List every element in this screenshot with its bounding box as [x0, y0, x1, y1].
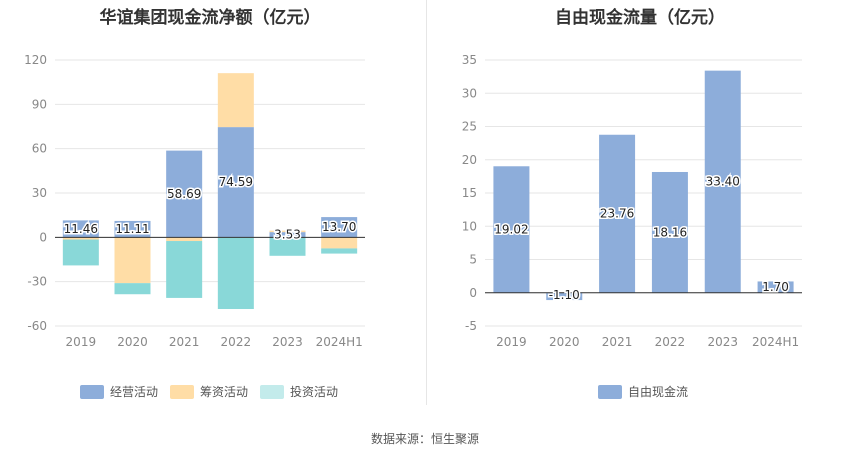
y-tick-label: 90	[32, 97, 47, 111]
legend-item-free-cash-flow[interactable]: 自由现金流	[598, 383, 688, 400]
bar-operating	[321, 217, 358, 238]
x-tick-label: 2020	[117, 335, 148, 349]
data-label: 58.69	[167, 187, 201, 201]
y-tick-label: 15	[462, 186, 477, 200]
legend-item-investing[interactable]: 投资活动	[260, 383, 338, 400]
data-label: 19.02	[494, 223, 528, 237]
bar-investing	[62, 239, 99, 266]
x-tick-label: 2019	[66, 335, 97, 349]
legend-swatch-free-cash-flow	[598, 384, 622, 399]
bar-investing	[217, 237, 254, 310]
y-tick-label: 60	[32, 142, 47, 156]
bar-operating	[269, 232, 306, 238]
x-tick-label: 2019	[496, 335, 527, 349]
bar-operating	[62, 220, 99, 238]
y-tick-label: 25	[462, 120, 477, 134]
data-label: 11.11	[115, 222, 149, 236]
data-label: 33.40	[706, 175, 740, 189]
y-tick-label: 120	[24, 53, 47, 67]
bar-operating	[217, 127, 254, 238]
legend-swatch-operating	[80, 384, 104, 399]
data-label: -1.10	[549, 288, 580, 302]
bar-financing	[114, 237, 151, 284]
y-tick-label: -5	[465, 319, 477, 333]
bar-investing	[114, 283, 151, 295]
left-chart-title: 华谊集团现金流净额（亿元）	[99, 8, 321, 28]
legend-label-operating: 经营活动	[110, 385, 159, 399]
bar-free_cash_flow	[493, 166, 530, 293]
y-tick-label: -60	[27, 319, 47, 333]
x-tick-label: 2022	[221, 335, 252, 349]
bar-free_cash_flow	[651, 171, 688, 293]
data-label: 74.59	[219, 175, 253, 189]
y-tick-label: 30	[462, 86, 477, 100]
data-label: 18.16	[653, 225, 687, 239]
right-legend: 自由现金流	[598, 383, 700, 400]
x-tick-label: 2020	[549, 335, 580, 349]
bar-free_cash_flow	[704, 70, 741, 293]
legend-swatch-investing	[260, 384, 285, 399]
bar-financing	[321, 237, 358, 249]
bar-financing	[269, 230, 306, 233]
y-tick-label: 10	[462, 219, 477, 233]
bar-investing	[321, 248, 358, 254]
data-label: 11.46	[64, 222, 98, 236]
bar-free_cash_flow	[546, 292, 583, 301]
data-label: 3.53	[274, 228, 301, 242]
y-tick-label: 0	[469, 286, 477, 300]
x-tick-label: 2021	[169, 335, 200, 349]
legend-label-financing: 筹资活动	[200, 385, 249, 399]
x-tick-label: 2024H1	[752, 335, 799, 349]
bar-free_cash_flow	[757, 281, 794, 293]
y-tick-label: 30	[32, 186, 47, 200]
bar-investing	[166, 241, 203, 298]
bar-investing	[269, 237, 306, 256]
bar-financing	[62, 237, 99, 240]
legend-item-financing[interactable]: 筹资活动	[170, 383, 248, 400]
bar-financing	[217, 73, 254, 128]
left-chart: -60 -30 0 30 60 90 120 2019 2020 2021 2022 2023 2024…	[24, 53, 365, 349]
data-label: 13.70	[322, 220, 356, 234]
panel-divider	[426, 0, 427, 405]
left-legend: 经营活动 筹资活动 投资活动	[80, 383, 350, 400]
data-source: 数据来源：恒生聚源	[370, 432, 479, 446]
legend-swatch-financing	[170, 384, 195, 399]
y-tick-label: 35	[462, 53, 477, 67]
bar-financing	[166, 237, 203, 242]
right-chart: -5 0 5 10 15 20 25 30 35 2019 2020 2021 2022 2023 2024…	[462, 53, 802, 349]
y-tick-label: 5	[469, 253, 477, 267]
x-tick-label: 2023	[272, 335, 303, 349]
x-tick-label: 2024H1	[316, 335, 363, 349]
y-tick-label: 20	[462, 153, 477, 167]
data-label: 1.70	[762, 280, 789, 294]
bar-free_cash_flow	[599, 134, 636, 293]
legend-label-investing: 投资活动	[290, 385, 339, 399]
data-label: 23.76	[600, 207, 634, 221]
legend-label-free-cash-flow: 自由现金流	[628, 385, 689, 399]
legend-item-operating[interactable]: 经营活动	[80, 383, 158, 400]
bar-operating	[114, 220, 151, 238]
bar-operating	[166, 150, 203, 238]
x-tick-label: 2021	[602, 335, 633, 349]
x-tick-label: 2022	[655, 335, 686, 349]
x-tick-label: 2023	[707, 335, 738, 349]
right-chart-title: 自由现金流量（亿元）	[555, 8, 725, 28]
y-tick-label: 0	[39, 230, 47, 244]
y-tick-label: -30	[27, 275, 47, 289]
